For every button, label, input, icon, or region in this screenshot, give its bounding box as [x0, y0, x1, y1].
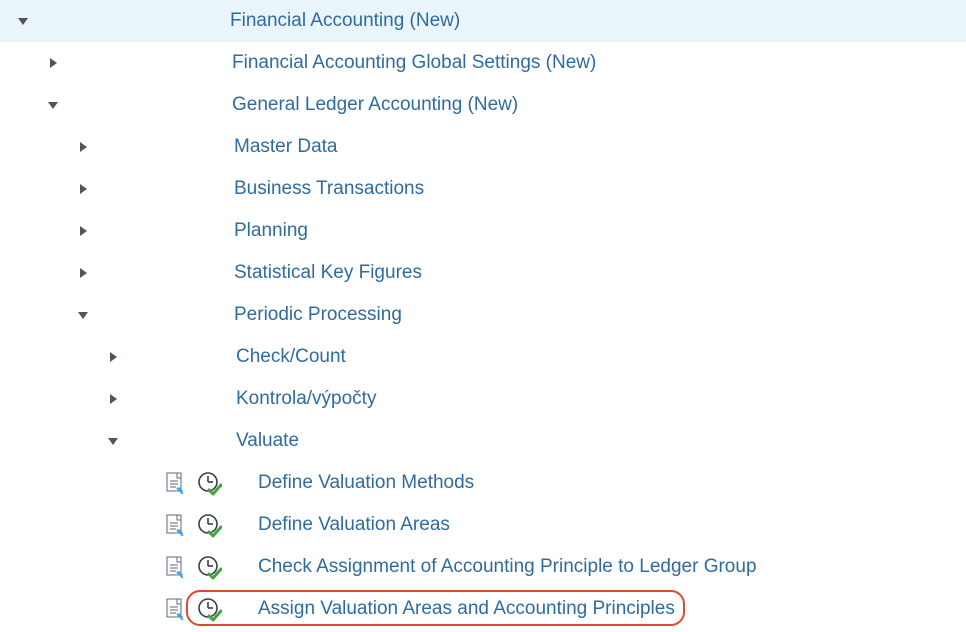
tree-row-periodic[interactable]: Periodic Processing: [0, 294, 966, 336]
tree-label[interactable]: Valuate: [232, 430, 299, 452]
activity-clock-icon[interactable]: [192, 596, 226, 622]
tree-label[interactable]: Master Data: [230, 136, 337, 158]
tree-label[interactable]: Statistical Key Figures: [230, 262, 422, 284]
tree-label[interactable]: Check/Count: [232, 346, 346, 368]
tree-row-def-val-meth[interactable]: Define Valuation Methods: [0, 462, 966, 504]
img-tree: Financial Accounting (New) Financial Acco…: [0, 0, 966, 630]
tree-row-check-assign[interactable]: Check Assignment of Accounting Principle…: [0, 546, 966, 588]
tree-row-def-val-areas[interactable]: Define Valuation Areas: [0, 504, 966, 546]
tree-row-fin-acc[interactable]: Financial Accounting (New): [0, 0, 966, 42]
tree-label[interactable]: Financial Accounting Global Settings (Ne…: [228, 52, 596, 74]
tree-label[interactable]: Business Transactions: [230, 178, 424, 200]
tree-label[interactable]: Define Valuation Methods: [254, 472, 474, 494]
chevron-down-icon[interactable]: [8, 14, 38, 28]
document-icon[interactable]: [158, 555, 192, 579]
document-icon[interactable]: [158, 597, 192, 621]
tree-row-valuate[interactable]: Valuate: [0, 420, 966, 462]
activity-clock-icon[interactable]: [192, 470, 226, 496]
tree-label[interactable]: Planning: [230, 220, 308, 242]
tree-row-bus-trans[interactable]: Business Transactions: [0, 168, 966, 210]
tree-label[interactable]: Check Assignment of Accounting Principle…: [254, 556, 757, 578]
tree-row-stat-key[interactable]: Statistical Key Figures: [0, 252, 966, 294]
tree-row-planning[interactable]: Planning: [0, 210, 966, 252]
chevron-right-icon[interactable]: [68, 182, 98, 196]
tree-label[interactable]: Financial Accounting (New): [226, 10, 460, 32]
tree-label[interactable]: Assign Valuation Areas and Accounting Pr…: [254, 598, 675, 620]
chevron-right-icon[interactable]: [98, 350, 128, 364]
tree-row-assign-val[interactable]: Assign Valuation Areas and Accounting Pr…: [0, 588, 966, 630]
tree-row-master-data[interactable]: Master Data: [0, 126, 966, 168]
tree-label[interactable]: Define Valuation Areas: [254, 514, 450, 536]
activity-clock-icon[interactable]: [192, 554, 226, 580]
chevron-right-icon[interactable]: [68, 140, 98, 154]
tree-row-kontrola[interactable]: Kontrola/výpočty: [0, 378, 966, 420]
tree-row-gla[interactable]: General Ledger Accounting (New): [0, 84, 966, 126]
chevron-down-icon[interactable]: [68, 308, 98, 322]
chevron-down-icon[interactable]: [98, 434, 128, 448]
chevron-right-icon[interactable]: [68, 266, 98, 280]
chevron-right-icon[interactable]: [38, 56, 68, 70]
document-icon[interactable]: [158, 471, 192, 495]
activity-clock-icon[interactable]: [192, 512, 226, 538]
tree-label[interactable]: General Ledger Accounting (New): [228, 94, 518, 116]
document-icon[interactable]: [158, 513, 192, 537]
tree-row-check-count[interactable]: Check/Count: [0, 336, 966, 378]
tree-label[interactable]: Periodic Processing: [230, 304, 402, 326]
chevron-right-icon[interactable]: [68, 224, 98, 238]
tree-row-global-set[interactable]: Financial Accounting Global Settings (Ne…: [0, 42, 966, 84]
chevron-right-icon[interactable]: [98, 392, 128, 406]
chevron-down-icon[interactable]: [38, 98, 68, 112]
tree-label[interactable]: Kontrola/výpočty: [232, 388, 376, 410]
